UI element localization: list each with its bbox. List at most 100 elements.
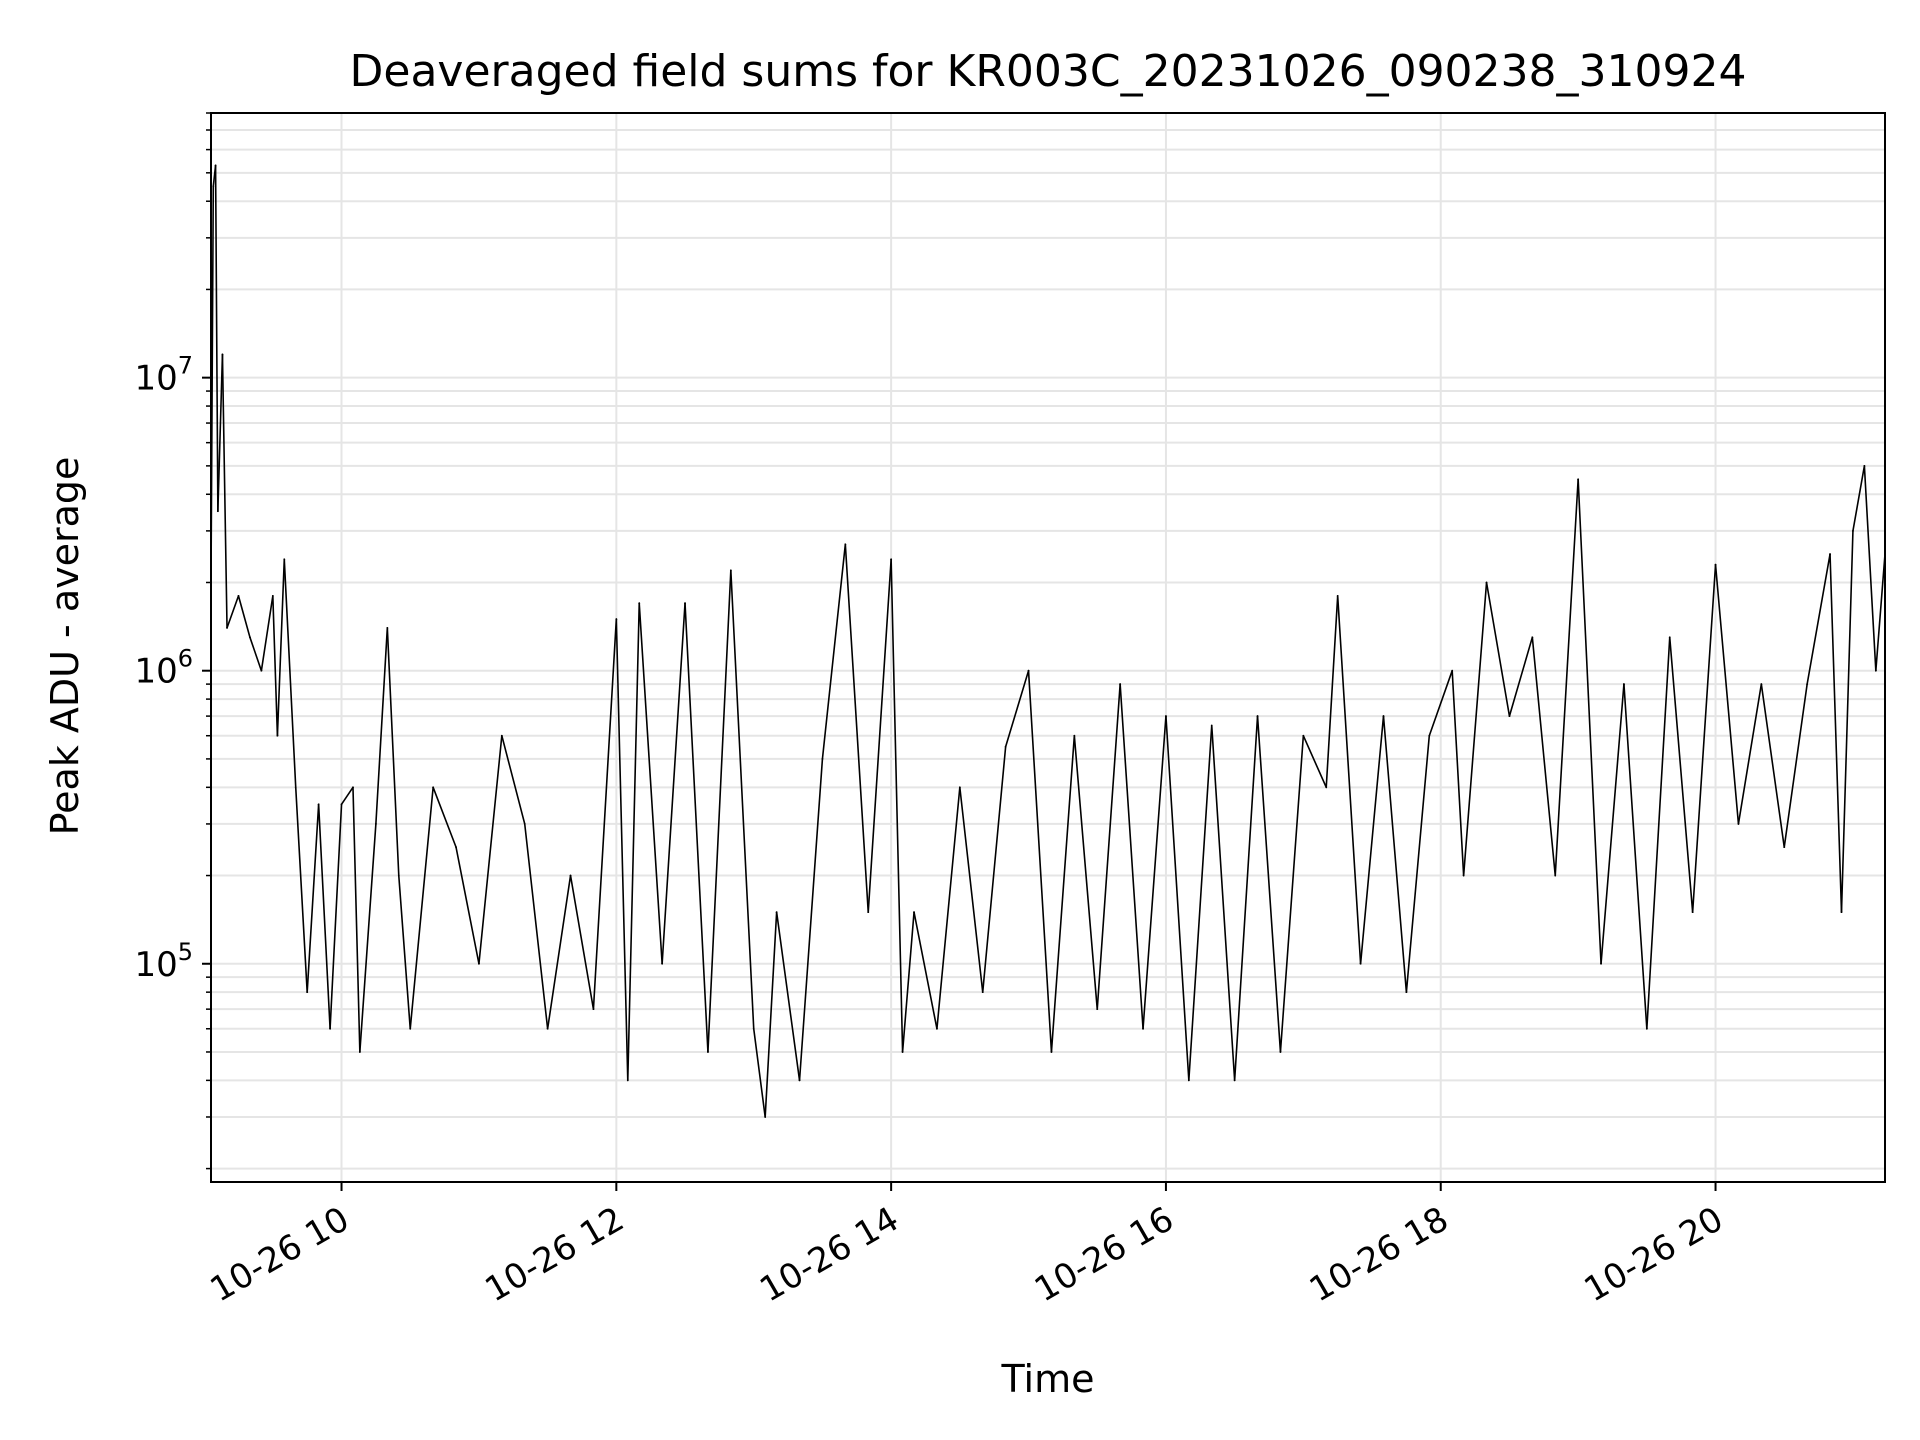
- series-segment: [1852, 465, 1866, 532]
- data-point: [1336, 595, 1339, 597]
- y-tick-label: 106: [134, 645, 193, 692]
- series-segment: [867, 558, 892, 913]
- data-point: [1760, 683, 1763, 686]
- data-point: [214, 164, 217, 167]
- data-point: [1027, 669, 1030, 672]
- series-segment: [1142, 715, 1167, 1030]
- data-point: [1852, 529, 1854, 532]
- series-segment: [375, 627, 389, 825]
- data-point: [821, 758, 824, 760]
- data-point: [283, 558, 286, 561]
- series-segment: [1325, 595, 1339, 789]
- y-tick-label-exponent: 6: [178, 645, 193, 673]
- series-segment: [1451, 669, 1465, 877]
- series-segment: [409, 786, 434, 1030]
- data-point: [1691, 911, 1694, 914]
- y-tick-label-base: 10: [134, 652, 177, 692]
- series-segment: [752, 1027, 766, 1118]
- data-point: [1382, 715, 1385, 717]
- plot-frame: [210, 112, 1886, 1183]
- series-segment: [913, 911, 938, 1030]
- data-point: [1714, 563, 1717, 566]
- x-axis-label: Time: [1001, 1357, 1095, 1401]
- data-point: [764, 1116, 767, 1118]
- series-segment: [844, 543, 870, 913]
- data-point: [409, 1027, 412, 1030]
- data-point: [752, 1027, 755, 1030]
- series-segment: [615, 618, 629, 1082]
- series-segment: [1279, 734, 1305, 1053]
- series-segment: [821, 543, 847, 760]
- data-point: [1302, 734, 1305, 737]
- data-point: [1668, 636, 1671, 639]
- series-segment: [959, 786, 984, 993]
- series-segment: [684, 602, 709, 1053]
- series-segment: [1233, 715, 1259, 1082]
- series-segment: [272, 595, 279, 737]
- data-point: [1863, 464, 1866, 467]
- series-segment: [1428, 669, 1453, 737]
- data-point: [1004, 745, 1007, 748]
- series-segment: [1600, 683, 1625, 965]
- series-segment: [340, 786, 354, 806]
- series-segment: [764, 911, 778, 1118]
- series-segment: [359, 823, 377, 1053]
- data-point: [890, 558, 893, 561]
- series-segment: [1302, 734, 1328, 789]
- data-layer: [210, 164, 1886, 1118]
- data-point: [546, 1027, 549, 1030]
- data-point: [592, 1008, 595, 1011]
- series-segment: [214, 164, 219, 513]
- data-point: [958, 786, 961, 789]
- series-segment: [1165, 715, 1190, 1082]
- data-point: [1405, 991, 1408, 994]
- data-point: [386, 626, 389, 629]
- y-tick-label-base: 10: [134, 945, 177, 985]
- data-point: [569, 874, 572, 877]
- series-segment: [730, 569, 755, 1030]
- series-segment: [1577, 478, 1602, 965]
- data-point: [1325, 786, 1328, 789]
- chart-title: Deaveraged field sums for KR003C_2023102…: [350, 46, 1747, 97]
- y-axis-label: Peak ADU - average: [43, 457, 87, 836]
- data-point: [478, 962, 480, 965]
- data-point: [1050, 1051, 1053, 1053]
- data-point: [1645, 1027, 1648, 1030]
- data-point: [358, 1051, 361, 1053]
- y-tick-label-base: 10: [134, 359, 177, 399]
- data-point: [226, 626, 228, 629]
- series-segment: [306, 803, 320, 993]
- series-segment: [798, 758, 824, 1082]
- grid-lines: [211, 112, 1885, 1182]
- series-segment: [226, 595, 240, 629]
- data-point: [1531, 636, 1534, 639]
- series-segment: [1531, 636, 1557, 877]
- data-point: [249, 636, 251, 639]
- data-point: [901, 1051, 904, 1053]
- series-segment: [237, 595, 251, 639]
- data-point: [1554, 874, 1557, 877]
- data-point: [867, 911, 870, 914]
- data-point: [397, 874, 400, 877]
- series-segment: [1004, 669, 1030, 748]
- data-point: [1428, 734, 1431, 737]
- series-segment: [1485, 581, 1511, 717]
- series-segment: [249, 636, 263, 672]
- series-segment: [1096, 683, 1121, 1010]
- series-segment: [981, 745, 1007, 993]
- series-segment: [1336, 595, 1362, 965]
- series-segment: [283, 558, 297, 789]
- series-segment: [1073, 734, 1099, 1010]
- series-segment: [1119, 683, 1144, 1030]
- series-segment: [217, 353, 224, 513]
- series-segment: [1210, 724, 1236, 1082]
- data-point: [1462, 874, 1465, 877]
- data-point: [1073, 734, 1076, 737]
- series-segment: [260, 595, 274, 672]
- data-point: [260, 669, 263, 672]
- data-point: [707, 1051, 709, 1053]
- series-segment: [1623, 683, 1648, 1030]
- series-segment: [901, 911, 915, 1053]
- series-segment: [1027, 669, 1053, 1053]
